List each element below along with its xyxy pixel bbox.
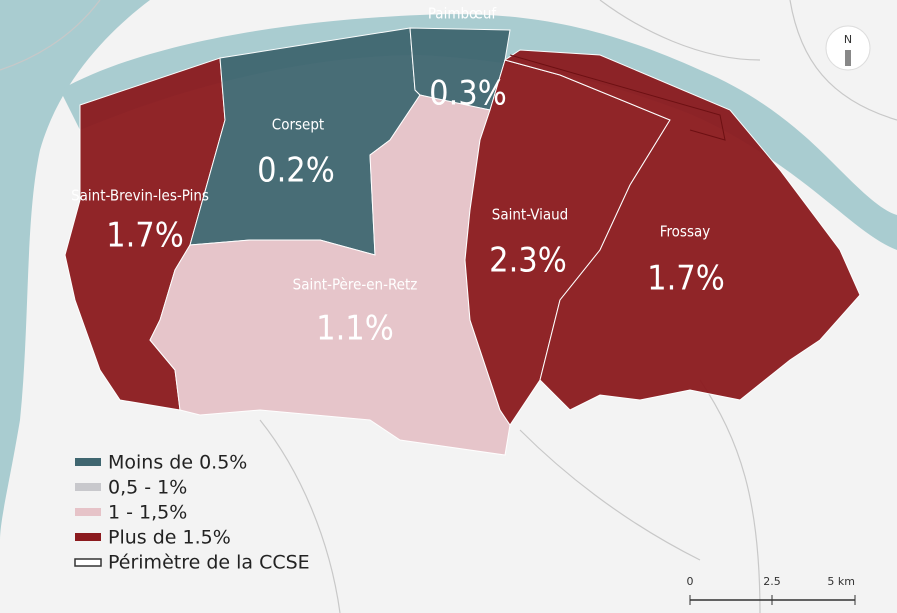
region-value: 0.3% — [429, 74, 507, 114]
region-name: Frossay — [660, 223, 710, 241]
region-name: Paimbœuf — [428, 5, 498, 23]
north-label: N — [844, 33, 852, 46]
region-value: 1.7% — [647, 259, 725, 299]
legend-swatch — [75, 508, 101, 516]
legend-swatch — [75, 483, 101, 491]
scale-label: 0 — [687, 575, 694, 588]
scale-label: 5 km — [827, 575, 855, 588]
legend-swatch — [75, 533, 101, 541]
legend-label: Moins de 0.5% — [108, 452, 247, 474]
scale-bar: 0 2.5 5 km — [687, 575, 856, 605]
region-value: 1.1% — [316, 309, 394, 349]
region-name: Corsept — [272, 116, 324, 134]
legend-label: Plus de 1.5% — [108, 527, 231, 549]
region-name: Saint-Viaud — [492, 206, 568, 224]
region-value: 1.7% — [106, 216, 184, 256]
north-needle — [845, 50, 851, 66]
legend: Moins de 0.5% 0,5 - 1% 1 - 1,5% Plus de … — [74, 452, 310, 574]
legend-label: Périmètre de la CCSE — [108, 552, 310, 574]
legend-label: 1 - 1,5% — [108, 502, 187, 524]
region-value: 2.3% — [489, 241, 567, 281]
region-frossay — [503, 49, 861, 411]
boundary — [509, 54, 726, 141]
north-circle — [825, 25, 871, 71]
legend-swatch — [75, 458, 101, 466]
legend-swatch — [74, 558, 102, 567]
estuary-left — [0, 0, 150, 540]
north-arrow: N — [825, 25, 871, 71]
scale-label: 2.5 — [763, 575, 781, 588]
legend-label: 0,5 - 1% — [108, 477, 187, 499]
river — [60, 14, 897, 250]
region-name: Saint-Brevin-les-Pins — [71, 187, 209, 205]
region-value: 0.2% — [257, 151, 335, 191]
region-name: Saint-Père-en-Retz — [293, 276, 418, 294]
